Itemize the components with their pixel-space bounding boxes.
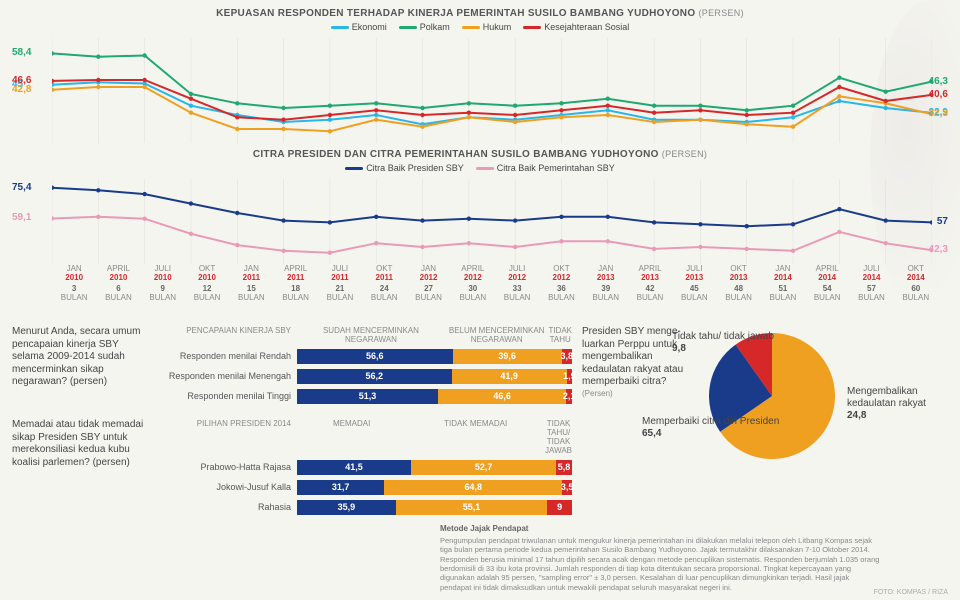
bar-segment: 56,6 [297, 349, 453, 364]
xaxis-tick: APRIL 2014 54BULAN [805, 264, 849, 302]
legend-item: Ekonomi [331, 22, 387, 32]
bar-segment: 46,6 [438, 389, 566, 404]
q1-text: Menurut Anda, secara umum pencapaian kin… [12, 326, 152, 407]
pie-chart: Presiden SBY menge-luarkan Perppu untuk … [582, 326, 948, 530]
bar-segment: 39,6 [453, 349, 562, 364]
xaxis-tick: JAN 2013 39BULAN [584, 264, 628, 302]
bar-row: Responden menilai Menengah56,241,91,9 [152, 367, 572, 385]
bar-segment: 5,8 [556, 460, 572, 475]
x-axis: JAN 2010 3BULAN APRIL 2010 6BULAN JULI 2… [52, 264, 938, 302]
chart2-svg [52, 179, 932, 264]
methodology: Metode Jajak Pendapat Pengumpulan pendap… [440, 524, 880, 592]
question2: Memadai atau tidak memadai sikap Preside… [12, 419, 572, 518]
xaxis-tick: APRIL 2010 6BULAN [96, 264, 140, 302]
bar-row: Responden menilai Tinggi51,346,62,1 [152, 387, 572, 405]
xaxis-tick: JULI 2014 57BULAN [849, 264, 893, 302]
xaxis-tick: JAN 2014 51BULAN [761, 264, 805, 302]
bar-row: Rahasia35,955,19 [152, 498, 572, 516]
legend-item: Hukum [462, 22, 512, 32]
bar-segment: 1,9 [567, 369, 572, 384]
legend-item: Citra Baik Presiden SBY [345, 163, 464, 173]
bar-segment: 55,1 [396, 500, 548, 515]
question1: Menurut Anda, secara umum pencapaian kin… [12, 326, 572, 407]
bar-segment: 9 [547, 500, 572, 515]
xaxis-tick: JAN 2010 3BULAN [52, 264, 96, 302]
bar-segment: 41,9 [452, 369, 567, 384]
bar-segment: 52,7 [411, 460, 556, 475]
xaxis-tick: OKT 2011 24BULAN [362, 264, 406, 302]
xaxis-tick: JAN 2011 15BULAN [229, 264, 273, 302]
chart1-svg [52, 38, 932, 143]
xaxis-tick: APRIL 2012 30BULAN [451, 264, 495, 302]
xaxis-tick: OKT 2013 48BULAN [716, 264, 760, 302]
photo-credit: FOTO: KOMPAS / RIZA [874, 589, 948, 596]
pie-label: Memperbaiki citra diri Presiden65,4 [642, 416, 779, 440]
bar-row: Jokowi-Jusuf Kalla31,764,83,5 [152, 478, 572, 496]
xaxis-tick: OKT 2014 60BULAN [894, 264, 938, 302]
legend-item: Citra Baik Pemerintahan SBY [476, 163, 615, 173]
q2-text: Memadai atau tidak memadai sikap Preside… [12, 419, 152, 518]
chart1-title: KEPUASAN RESPONDEN TERHADAP KINERJA PEME… [12, 8, 948, 19]
chart2-legend: Citra Baik Presiden SBY Citra Baik Pemeri… [12, 163, 948, 173]
chart1-legend: Ekonomi Polkam Hukum Kesejahteraan Sosial [12, 22, 948, 32]
xaxis-tick: APRIL 2011 18BULAN [273, 264, 317, 302]
bar-segment: 56,2 [297, 369, 452, 384]
xaxis-tick: OKT 2012 36BULAN [539, 264, 583, 302]
bar-segment: 3,5 [562, 480, 572, 495]
bar-segment: 3,8 [562, 349, 572, 364]
bar-segment: 64,8 [384, 480, 562, 495]
xaxis-tick: JULI 2010 9BULAN [141, 264, 185, 302]
bar-segment: 35,9 [297, 500, 396, 515]
xaxis-tick: JULI 2013 45BULAN [672, 264, 716, 302]
bar-segment: 31,7 [297, 480, 384, 495]
xaxis-tick: APRIL 2013 42BULAN [628, 264, 672, 302]
legend-item: Polkam [399, 22, 450, 32]
xaxis-tick: OKT 2010 12BULAN [185, 264, 229, 302]
pie-label: Mengembalikan kedaulatan rakyat24,8 [847, 386, 932, 422]
xaxis-tick: JULI 2012 33BULAN [495, 264, 539, 302]
bar-segment: 41,5 [297, 460, 411, 475]
pie-label: Tidak tahu/ tidak jawab9,8 [672, 331, 774, 355]
bar-segment: 51,3 [297, 389, 438, 404]
legend-item: Kesejahteraan Sosial [523, 22, 629, 32]
line-charts: KEPUASAN RESPONDEN TERHADAP KINERJA PEME… [12, 8, 948, 318]
xaxis-tick: JULI 2011 21BULAN [318, 264, 362, 302]
bar-segment: 2,1 [566, 389, 572, 404]
bar-row: Prabowo-Hatta Rajasa41,552,75,8 [152, 458, 572, 476]
chart2-title: CITRA PRESIDEN DAN CITRA PEMERINTAHAN SU… [12, 149, 948, 160]
bar-row: Responden menilai Rendah56,639,63,8 [152, 347, 572, 365]
xaxis-tick: JAN 2012 27BULAN [406, 264, 450, 302]
